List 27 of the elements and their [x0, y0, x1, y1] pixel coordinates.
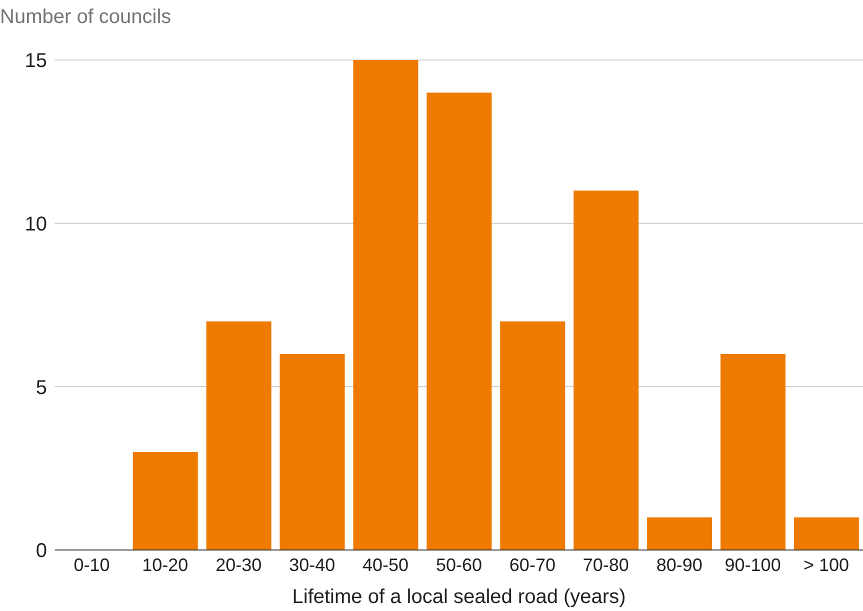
- bar: [720, 354, 786, 550]
- bar: [206, 321, 272, 550]
- x-tick-label: 80-90: [656, 554, 702, 575]
- bar: [426, 92, 492, 550]
- bar: [794, 517, 859, 550]
- y-tick-label: 10: [24, 213, 47, 236]
- y-tick-label: 15: [24, 50, 47, 72]
- x-tick-label: 30-40: [289, 554, 336, 575]
- x-tick-label: 70-80: [582, 554, 629, 575]
- x-tick-label: 10-20: [142, 554, 188, 575]
- bar: [500, 321, 566, 550]
- bar: [280, 354, 345, 550]
- x-tick-label: > 100: [804, 554, 850, 575]
- y-axis-title: Number of councils: [0, 6, 172, 29]
- x-tick-label: 60-70: [509, 554, 556, 575]
- x-axis-title: Lifetime of a local sealed road (years): [292, 586, 626, 608]
- x-tick-label: 40-50: [362, 554, 409, 575]
- bar: [647, 517, 712, 550]
- bar: [353, 60, 418, 550]
- bar: [574, 190, 639, 550]
- y-tick-label: 5: [36, 376, 47, 399]
- y-tick-label: 0: [36, 540, 47, 562]
- bar: [132, 452, 198, 550]
- x-tick-label: 90-100: [724, 554, 781, 575]
- x-tick-label: 50-60: [436, 554, 482, 575]
- x-tick-label: 0-10: [74, 554, 110, 575]
- x-tick-label: 20-30: [216, 554, 262, 575]
